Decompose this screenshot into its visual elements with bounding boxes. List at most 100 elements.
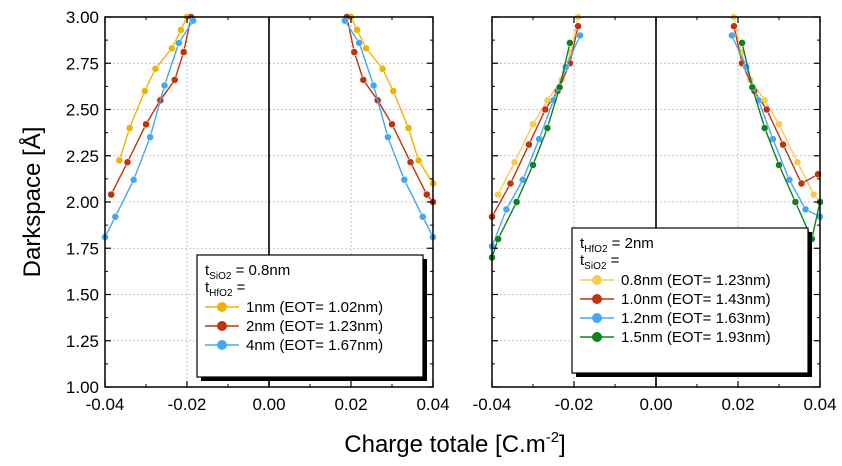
data-point <box>146 133 154 141</box>
data-point <box>525 140 533 149</box>
data-point <box>115 156 124 165</box>
data-point <box>107 190 115 199</box>
data-point <box>779 140 787 149</box>
x-tick-label: -0.02 <box>555 395 594 414</box>
legend-box <box>571 227 809 374</box>
x-tick-label: -0.02 <box>168 395 207 414</box>
data-point <box>494 235 502 243</box>
x-axis-label: Charge totale [C.m-2] <box>344 429 565 458</box>
legend-entry-1: 0.8nm (EOT= 1.23nm) <box>621 272 771 289</box>
legend-marker <box>217 321 227 331</box>
data-point <box>762 105 771 114</box>
data-point <box>512 198 521 206</box>
data-point <box>350 48 359 56</box>
y-tick-label: 1.50 <box>66 286 99 305</box>
legend-marker <box>592 313 602 323</box>
data-point <box>748 83 757 92</box>
series-line-2-right <box>346 17 433 203</box>
legend-entry-3: 1.2nm (EOT= 1.63nm) <box>621 310 771 327</box>
legend-entry-2: 1.0nm (EOT= 1.43nm) <box>621 291 771 308</box>
legend-marker <box>217 340 227 350</box>
x-tick-label: 0.04 <box>803 395 836 414</box>
data-point <box>566 39 574 47</box>
data-point <box>388 120 396 129</box>
legend-entry-2: 2nm (EOT= 1.23nm) <box>246 318 383 335</box>
data-point <box>355 39 363 47</box>
series-line-3-left <box>105 20 194 238</box>
data-point <box>378 65 387 73</box>
y-axis-label: Darkspace [Å] <box>18 127 46 278</box>
data-point <box>801 205 810 214</box>
series-line-3-right <box>344 20 433 238</box>
data-point <box>494 190 502 199</box>
data-point <box>810 190 818 199</box>
data-point <box>576 31 584 40</box>
x-tick-label: 0.00 <box>252 395 285 414</box>
data-point <box>423 190 431 199</box>
data-point <box>506 179 515 188</box>
data-point <box>775 161 783 169</box>
legend-entry-1: 1nm (EOT= 1.02nm) <box>246 299 383 316</box>
data-point <box>574 22 582 30</box>
x-tick-label: 0.04 <box>416 395 449 414</box>
data-point <box>141 87 149 95</box>
legend-box <box>196 254 424 378</box>
data-point <box>111 213 120 221</box>
legend-marker <box>592 294 602 304</box>
data-point <box>555 83 564 92</box>
x-tick-label: -0.04 <box>86 395 125 414</box>
series-line-1-right <box>733 17 820 203</box>
x-tick-label: 0.02 <box>334 395 367 414</box>
data-point <box>793 158 802 166</box>
data-point <box>775 120 783 129</box>
x-tick-label: 0.02 <box>721 395 754 414</box>
x-tick-label: -0.04 <box>473 395 512 414</box>
y-tick-label: 1.75 <box>66 239 99 258</box>
legend-header-2: tHfO2 = <box>205 279 246 299</box>
legend-marker <box>217 302 227 312</box>
data-point <box>400 176 409 184</box>
legend-header-1: tSiO2 = 0.8nm <box>205 262 290 282</box>
data-point <box>728 31 736 40</box>
data-point <box>151 65 160 73</box>
data-point <box>406 158 415 166</box>
data-point <box>797 179 806 188</box>
legend-entry-3: 4nm (EOT= 1.67nm) <box>246 337 383 354</box>
data-point <box>362 44 370 53</box>
y-tick-label: 3.00 <box>66 8 99 27</box>
data-point <box>353 26 361 34</box>
data-point <box>160 81 169 90</box>
y-tick-label: 1.00 <box>66 378 99 397</box>
chart-panel-1: 1.00 1.25 1.50 1.75 2.00 2.25 2.50 2.75 3.00 -0.0… <box>66 8 450 414</box>
data-point <box>529 120 537 129</box>
legend-header-1: tHfO2 = 2nm <box>580 235 654 255</box>
data-point <box>541 105 550 114</box>
series-line-1-left <box>497 17 579 195</box>
data-point <box>510 158 519 166</box>
data-point <box>384 133 392 141</box>
legend-marker <box>592 332 602 342</box>
data-point <box>738 39 746 47</box>
data-point <box>502 205 511 214</box>
data-point <box>123 158 132 166</box>
series-line-2-right <box>733 26 819 185</box>
data-point <box>170 76 179 84</box>
data-point <box>389 87 397 95</box>
data-point <box>189 16 197 25</box>
data-point <box>177 26 185 34</box>
data-point <box>341 16 349 25</box>
data-point <box>414 156 423 165</box>
y-tick-label: 2.75 <box>66 54 99 73</box>
data-point <box>730 22 738 30</box>
data-point <box>419 213 427 221</box>
data-point <box>791 198 800 206</box>
data-point <box>125 124 134 132</box>
data-point <box>543 124 552 132</box>
data-point <box>760 124 769 132</box>
legend-entry-4: 1.5nm (EOT= 1.93nm) <box>621 329 771 346</box>
data-point <box>369 81 378 90</box>
